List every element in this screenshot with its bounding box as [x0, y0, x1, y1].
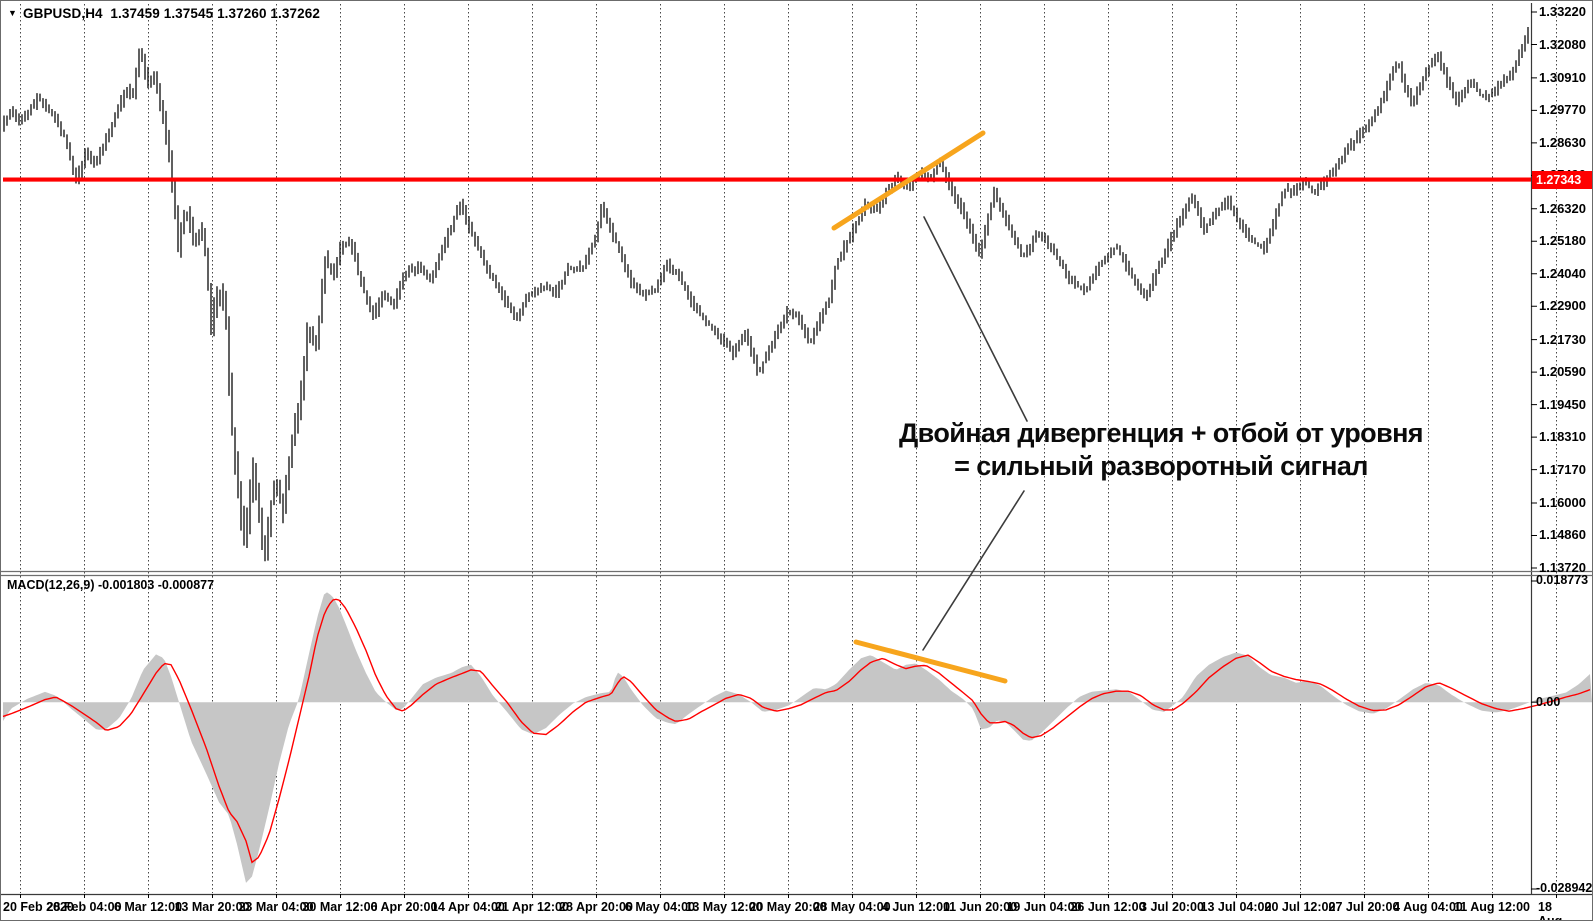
time-axis-label: 23 Mar 04:00: [238, 900, 314, 914]
symbol-label: GBPUSD,H4: [23, 6, 103, 21]
time-axis-label: 18 Aug 20:0: [1538, 900, 1563, 921]
time-axis-label: 13 Mar 20:00: [174, 900, 250, 914]
macd-axis-top: 0.018773: [1536, 573, 1589, 587]
price-axis-label: 1.13720: [1539, 560, 1586, 575]
price-axis-label: 1.25180: [1539, 233, 1586, 249]
price-axis-label: 1.16000: [1539, 494, 1586, 510]
time-axis-label: 3 Jul 20:00: [1140, 900, 1204, 914]
chart-title: GBPUSD,H4 1.37459 1.37545 1.37260 1.3726…: [23, 6, 320, 21]
ohlc-quote: 1.37459 1.37545 1.37260 1.37262: [110, 6, 320, 21]
level-price-tag: 1.27343: [1532, 171, 1592, 189]
time-axis-label: 13 Jul 04:00: [1200, 900, 1272, 914]
symbol-dropdown-icon[interactable]: ▼: [8, 8, 17, 18]
time-axis-label: 11 Jun 20:00: [942, 900, 1018, 914]
time-axis-label: 14 Apr 04:00: [431, 900, 505, 914]
annotation-pointer-upper: [923, 216, 1028, 422]
macd-axis-bottom: -0.028942: [1536, 881, 1593, 895]
price-axis-label: 1.30910: [1539, 69, 1586, 85]
time-axis-label: 4 Aug 04:00: [1393, 900, 1463, 914]
price-axis-label: 1.18310: [1539, 429, 1586, 445]
time-axis-label: 6 Apr 20:00: [370, 900, 438, 914]
time-axis-label: 4 Jun 12:00: [881, 900, 951, 914]
price-axis-label: 1.22900: [1539, 298, 1586, 314]
time-axis-label: 28 Feb 04:00: [46, 900, 122, 914]
macd-divergence-trendline: [853, 639, 1008, 684]
price-axis-label: 1.33220: [1539, 4, 1586, 19]
macd-axis-zero: 0.00: [1536, 695, 1561, 709]
axes-frame: [1, 3, 1592, 898]
price-axis-label: 1.28630: [1539, 134, 1586, 150]
time-axis-label: 6 Mar 12:00: [113, 900, 183, 914]
annotation-line-2: = сильный разворотный сигнал: [954, 451, 1368, 481]
time-axis-label: 21 Apr 12:00: [495, 900, 569, 914]
price-axis-label: 1.21730: [1539, 331, 1586, 347]
price-axis-label: 1.29770: [1539, 102, 1586, 118]
time-axis-label: 20 Feb 2020: [3, 900, 74, 914]
price-axis-label: 1.32080: [1539, 36, 1586, 52]
annotation-text: Двойная дивергенция + отбой от уровня = …: [881, 417, 1441, 483]
time-axis-label: 20 May 20:00: [749, 900, 827, 914]
annotation-pointer-lower: [922, 490, 1025, 651]
time-axis-label: 28 Apr 20:00: [559, 900, 633, 914]
price-axis-label: 1.14860: [1539, 527, 1586, 543]
time-axis-label: 26 Jun 12:00: [1070, 900, 1146, 914]
price-axis-label: 1.24040: [1539, 265, 1586, 281]
price-bars: [3, 27, 1529, 562]
time-axis-label: 19 Jun 04:00: [1006, 900, 1082, 914]
annotation-line-1: Двойная дивергенция + отбой от уровня: [899, 418, 1424, 448]
time-axis-label: 6 May 04:00: [624, 900, 696, 914]
macd-label: MACD(12,26,9) -0.001803 -0.000877: [7, 578, 215, 592]
time-axis-label: 28 May 04:00: [813, 900, 891, 914]
time-axis-label: 11 Aug 12:00: [1454, 900, 1530, 914]
price-axis-label: 1.19450: [1539, 396, 1586, 412]
price-divergence-trendline: [831, 130, 986, 231]
price-axis-label: 1.20590: [1539, 364, 1586, 380]
macd-indicator: [2, 592, 1592, 883]
time-axis-label: 20 Jul 12:00: [1264, 900, 1336, 914]
grid-lines: [20, 4, 1557, 893]
price-axis-label: 1.26320: [1539, 200, 1586, 216]
time-axis-label: 13 May 12:00: [685, 900, 763, 914]
time-axis-label: 30 Mar 12:00: [302, 900, 378, 914]
price-axis-label: 1.17170: [1539, 461, 1586, 477]
drawn-objects[interactable]: [831, 130, 1028, 684]
time-axis-label: 27 Jul 20:00: [1328, 900, 1400, 914]
